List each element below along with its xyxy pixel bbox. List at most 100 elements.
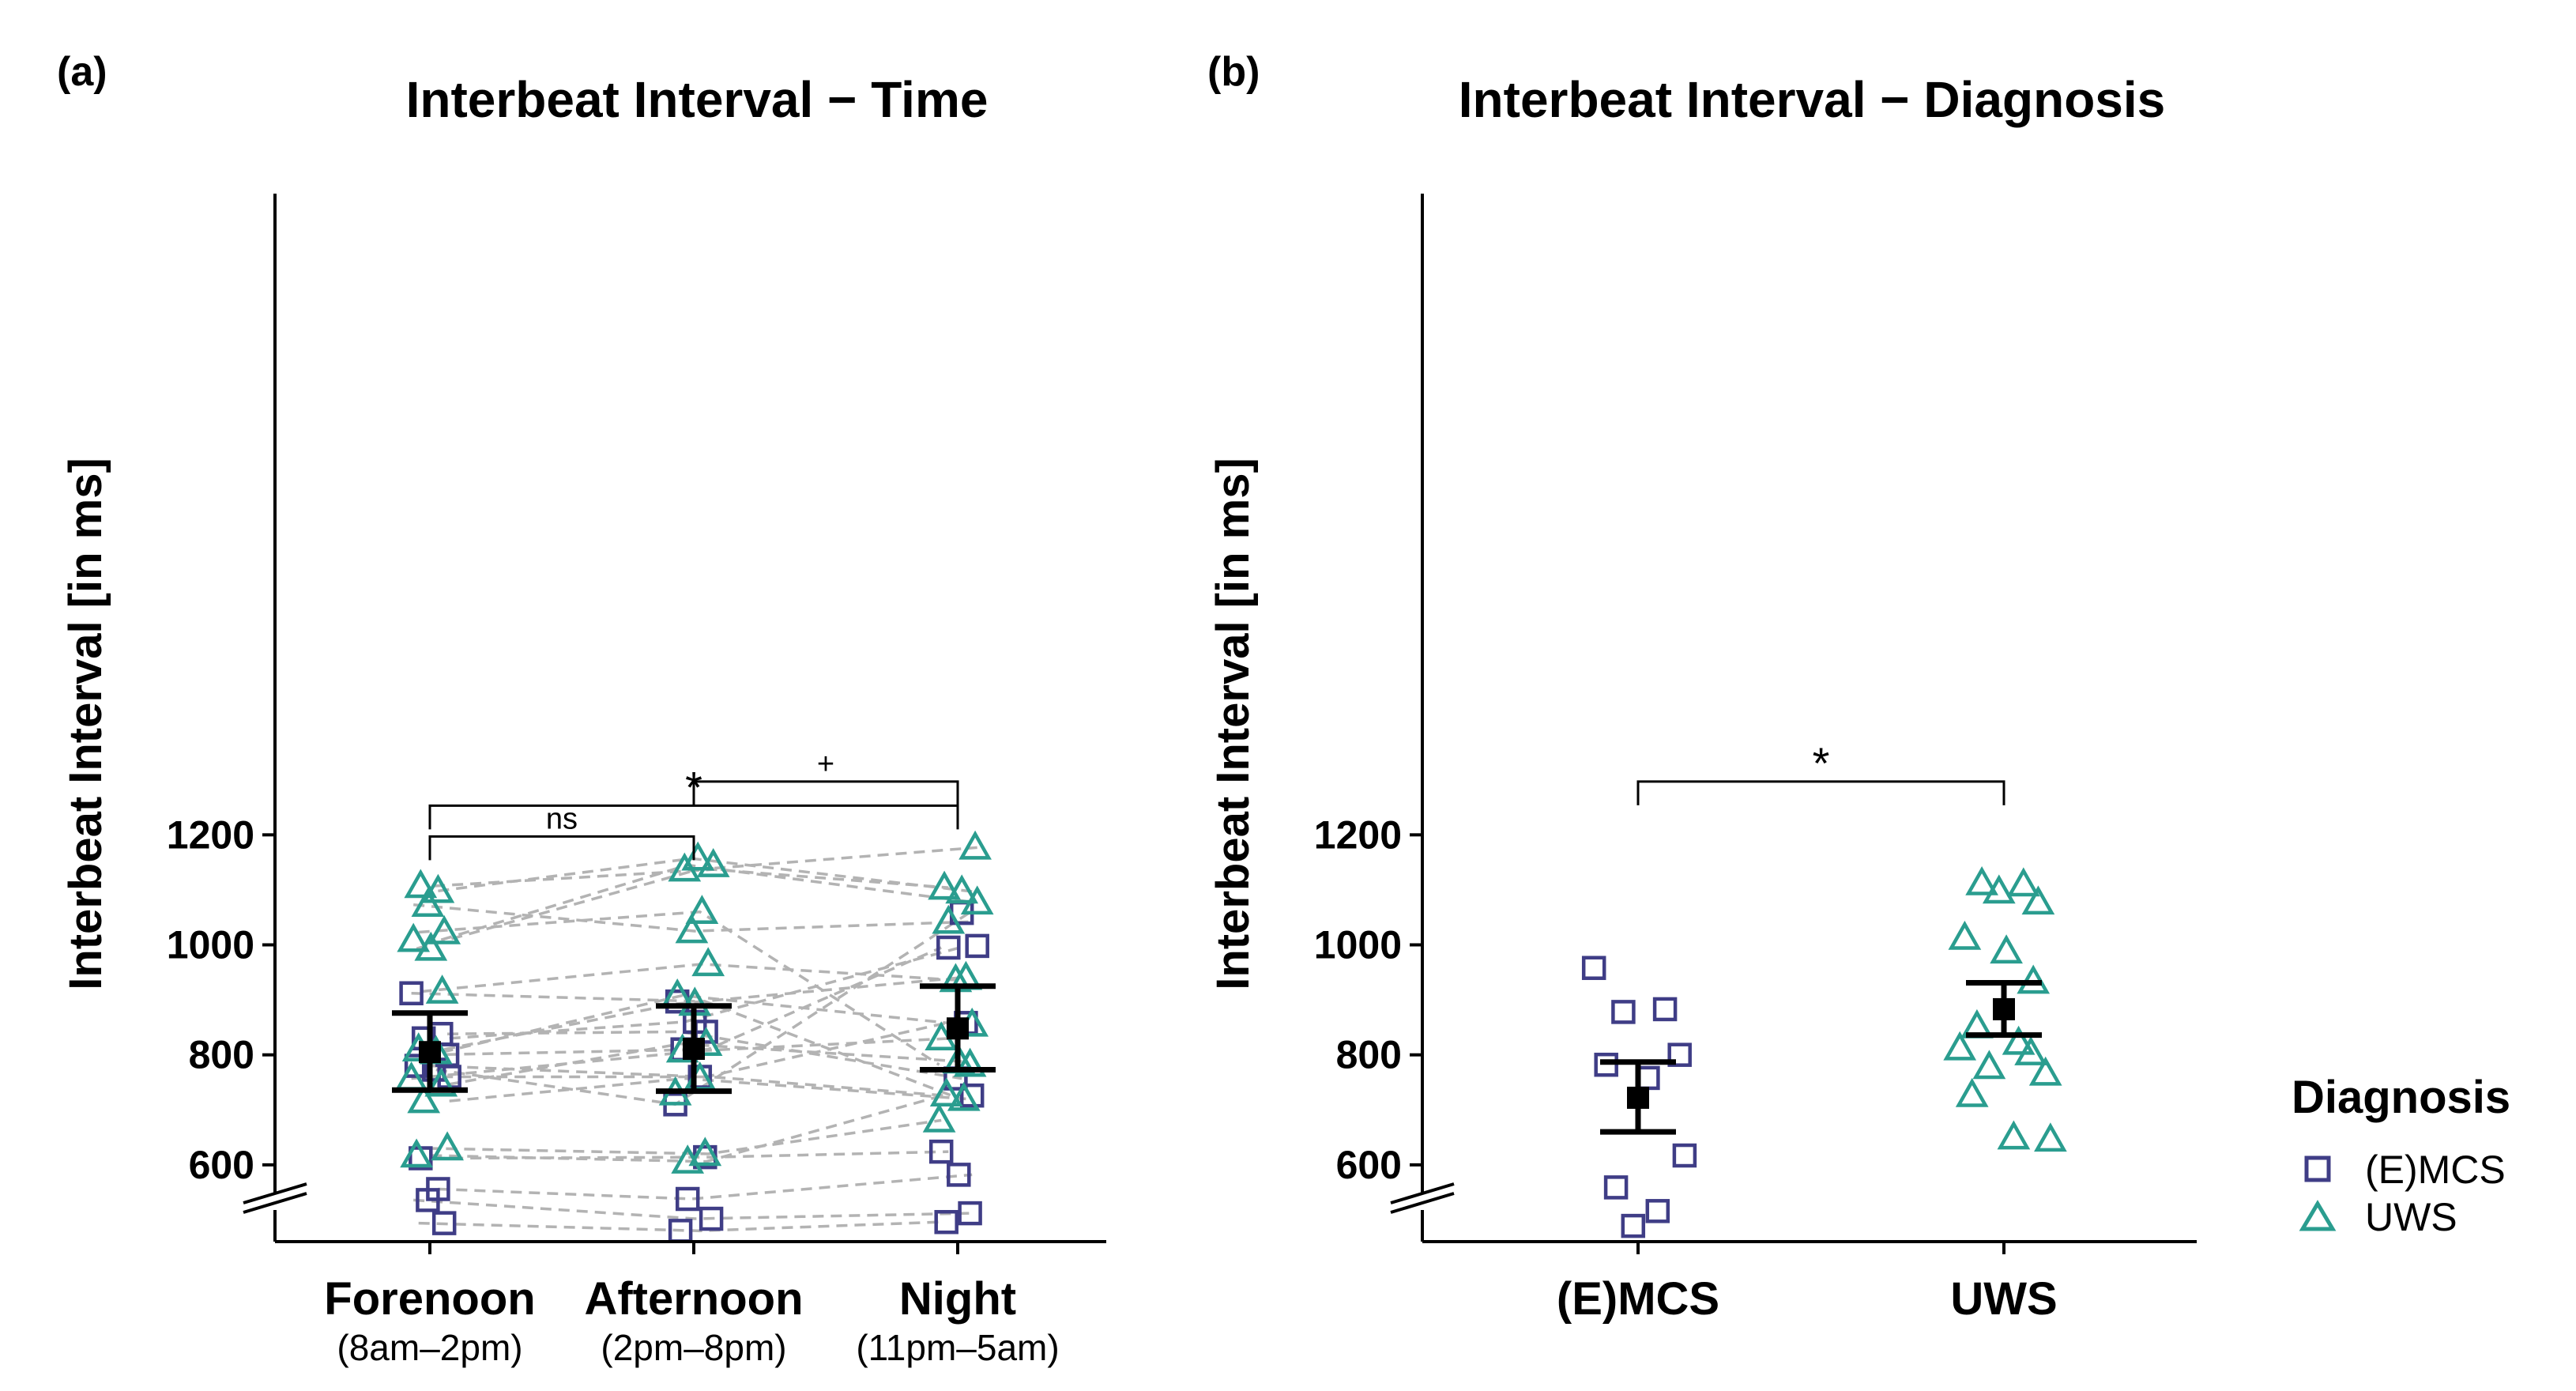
legend-label-emcs: (E)MCS bbox=[2365, 1148, 2506, 1192]
x-category-label: (E)MCS bbox=[1557, 1273, 1719, 1325]
data-point-triangle bbox=[685, 895, 719, 924]
data-point-triangle bbox=[2034, 1122, 2067, 1152]
panel-b-axes: 600 800 1000 1200 (E)MCS UWS bbox=[1314, 194, 2197, 1325]
axis-break-mark bbox=[243, 1182, 307, 1204]
data-point-square bbox=[699, 1206, 724, 1231]
panel-a: (a) Interbeat Interval − Time Interbeat … bbox=[57, 49, 1106, 1368]
x-category-sublabel: (8am–2pm) bbox=[337, 1327, 522, 1368]
y-tick-label: 1200 bbox=[167, 812, 254, 857]
panel-b: (b) Interbeat Interval − Diagnosis Inter… bbox=[1207, 49, 2197, 1325]
pair-line bbox=[442, 993, 964, 1054]
data-point-triangle bbox=[958, 830, 992, 860]
data-point-triangle bbox=[945, 874, 979, 904]
x-category-sublabel: (11pm–5am) bbox=[856, 1327, 1059, 1368]
legend-square-marker bbox=[2304, 1155, 2331, 1182]
significance-label: + bbox=[817, 748, 834, 781]
data-point-triangle bbox=[421, 873, 455, 903]
data-point-triangle bbox=[424, 1067, 458, 1097]
data-point-triangle bbox=[932, 904, 966, 934]
y-tick-label: 1000 bbox=[1314, 923, 1402, 967]
data-point-square bbox=[1581, 956, 1606, 980]
axis-break-mark bbox=[243, 1192, 307, 1214]
axis-break-mark bbox=[1390, 1182, 1455, 1204]
pair-line bbox=[424, 1075, 945, 1097]
data-point-square bbox=[1611, 1000, 1636, 1024]
mean-marker bbox=[1993, 997, 2015, 1020]
y-tick-label: 800 bbox=[1336, 1033, 1402, 1077]
data-point-triangle bbox=[681, 841, 715, 871]
axis-break-mark bbox=[1390, 1192, 1455, 1214]
data-point-triangle bbox=[2002, 1025, 2036, 1055]
panel-a-significance: ns* + bbox=[428, 748, 959, 861]
y-tick-label: 800 bbox=[189, 1033, 254, 1077]
data-point-square bbox=[1603, 1175, 1629, 1200]
data-point-triangle bbox=[2021, 885, 2055, 915]
mean-marker bbox=[419, 1041, 441, 1064]
significance-bracket bbox=[1636, 780, 2005, 805]
data-point-triangle bbox=[1955, 1077, 1989, 1107]
data-point-square bbox=[959, 1083, 985, 1108]
data-point-triangle bbox=[960, 885, 994, 915]
significance-bracket bbox=[692, 780, 959, 805]
data-point-triangle bbox=[397, 922, 431, 952]
legend-label-uws: UWS bbox=[2365, 1195, 2457, 1239]
data-point-square bbox=[928, 1139, 954, 1164]
pair-line bbox=[416, 846, 977, 951]
data-point-square bbox=[934, 1209, 958, 1235]
pair-line bbox=[411, 1037, 952, 1080]
data-point-triangle bbox=[922, 1103, 956, 1133]
data-point-triangle bbox=[1972, 1050, 2006, 1080]
x-category-label: Night bbox=[899, 1273, 1016, 1325]
data-point-triangle bbox=[1982, 874, 2016, 904]
data-point-triangle bbox=[688, 1137, 722, 1167]
data-point-triangle bbox=[414, 931, 448, 961]
x-category-sublabel: (2pm–8pm) bbox=[601, 1327, 786, 1368]
legend-triangle-marker bbox=[2299, 1200, 2337, 1231]
data-point-triangle bbox=[407, 1084, 441, 1114]
y-tick-label: 600 bbox=[189, 1143, 254, 1187]
x-category-label: UWS bbox=[1950, 1273, 2057, 1325]
pair-line bbox=[438, 1173, 973, 1201]
significance-bracket bbox=[428, 835, 695, 861]
data-point-square bbox=[1645, 1199, 1670, 1223]
legend: Diagnosis (E)MCS UWS bbox=[2292, 1072, 2510, 1239]
data-point-square bbox=[431, 1211, 457, 1235]
data-point-square bbox=[936, 935, 961, 960]
y-tick-label: 1200 bbox=[1314, 812, 1402, 857]
data-point-triangle bbox=[2006, 867, 2040, 897]
y-tick-label: 600 bbox=[1336, 1143, 1402, 1187]
data-point-triangle bbox=[431, 1131, 464, 1161]
data-point-triangle bbox=[411, 888, 445, 917]
data-point-triangle bbox=[1997, 1120, 2031, 1150]
data-point-square bbox=[1667, 1042, 1692, 1067]
pair-line bbox=[418, 910, 940, 1066]
pair-line bbox=[413, 903, 970, 933]
panel-b-summary bbox=[1600, 980, 2042, 1135]
data-point-triangle bbox=[953, 1047, 987, 1077]
data-point-square bbox=[1672, 1143, 1697, 1168]
panel-b-significance: * bbox=[1636, 738, 2005, 805]
significance-bracket bbox=[428, 804, 959, 830]
data-point-triangle bbox=[1943, 1031, 1977, 1061]
data-point-triangle bbox=[696, 848, 730, 877]
data-point-triangle bbox=[2028, 1056, 2062, 1086]
panel-b-title: Interbeat Interval − Diagnosis bbox=[1459, 71, 2166, 128]
data-point-square bbox=[399, 981, 424, 1005]
data-point-triangle bbox=[400, 1138, 433, 1168]
panel-a-axes: 600 800 1000 1200 Forenoon(8am–2pm) Afternoon… bbox=[167, 194, 1106, 1368]
significance-label: * bbox=[1813, 738, 1830, 788]
pair-line bbox=[431, 1093, 947, 1163]
data-point-triangle bbox=[929, 1077, 963, 1107]
panel-a-summary bbox=[392, 983, 996, 1095]
data-point-square bbox=[675, 1186, 700, 1212]
data-point-triangle bbox=[1990, 934, 2023, 964]
data-point-triangle bbox=[1948, 920, 1982, 950]
data-point-triangle bbox=[928, 870, 961, 900]
data-point-triangle bbox=[947, 1081, 981, 1111]
significance-label: ns bbox=[546, 802, 578, 835]
data-point-square bbox=[416, 1188, 440, 1212]
data-point-triangle bbox=[2014, 1036, 2047, 1065]
pair-line bbox=[418, 1220, 940, 1233]
panel-a-y-axis-label: Interbeat Interval [in ms] bbox=[60, 458, 111, 990]
